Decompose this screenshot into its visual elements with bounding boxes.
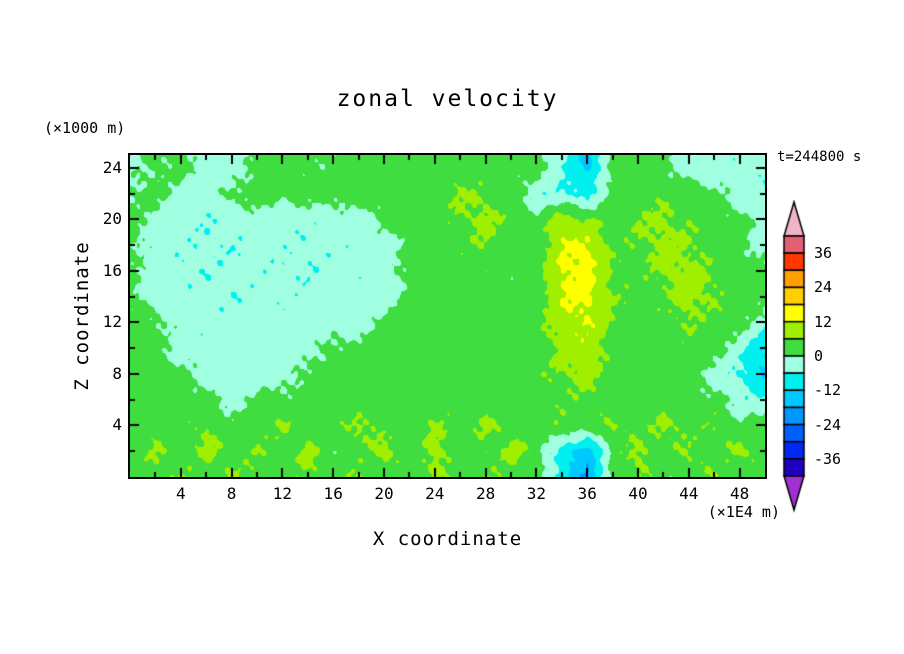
z-tick-label: 8 xyxy=(112,363,122,383)
colorbar-label: -12 xyxy=(814,381,842,400)
x-tick-label: 44 xyxy=(679,484,699,503)
colorbar-label: 0 xyxy=(814,347,824,365)
x-tick-label: 36 xyxy=(577,484,597,503)
x-tick-label: 24 xyxy=(425,484,445,503)
x-tick-label: 20 xyxy=(374,484,394,503)
timestamp-label: t=244800 s xyxy=(777,149,862,165)
x-tick-label: 16 xyxy=(323,484,343,503)
colorbar-label: -24 xyxy=(814,415,842,434)
colorbar-label: 12 xyxy=(814,312,833,331)
x-tick-label: 8 xyxy=(226,484,237,503)
x-axis-title: X coordinate xyxy=(372,528,523,550)
x-axis-unit: (×1E4 m) xyxy=(707,503,780,521)
chart-title: zonal velocity xyxy=(336,86,559,112)
x-tick-label: 12 xyxy=(272,484,293,503)
x-tick-label: 40 xyxy=(628,484,648,503)
colorbar-canvas xyxy=(778,200,812,516)
z-tick-label: 24 xyxy=(102,157,122,177)
z-tick-label: 4 xyxy=(112,415,122,435)
contour-canvas xyxy=(130,155,765,477)
z-tick-label: 16 xyxy=(102,260,122,280)
colorbar-label: 36 xyxy=(814,244,833,263)
x-tick-label: 48 xyxy=(729,484,750,503)
z-axis-unit: (×1000 m) xyxy=(44,119,126,137)
x-tick-label: 28 xyxy=(475,484,496,503)
plot-frame xyxy=(128,153,767,479)
colorbar-label: 24 xyxy=(814,278,833,297)
x-tick-label: 32 xyxy=(526,484,547,503)
z-tick-label: 20 xyxy=(102,209,122,229)
z-tick-label: 12 xyxy=(102,312,122,332)
x-tick-label: 4 xyxy=(175,484,186,503)
colorbar-label: -36 xyxy=(814,449,842,468)
